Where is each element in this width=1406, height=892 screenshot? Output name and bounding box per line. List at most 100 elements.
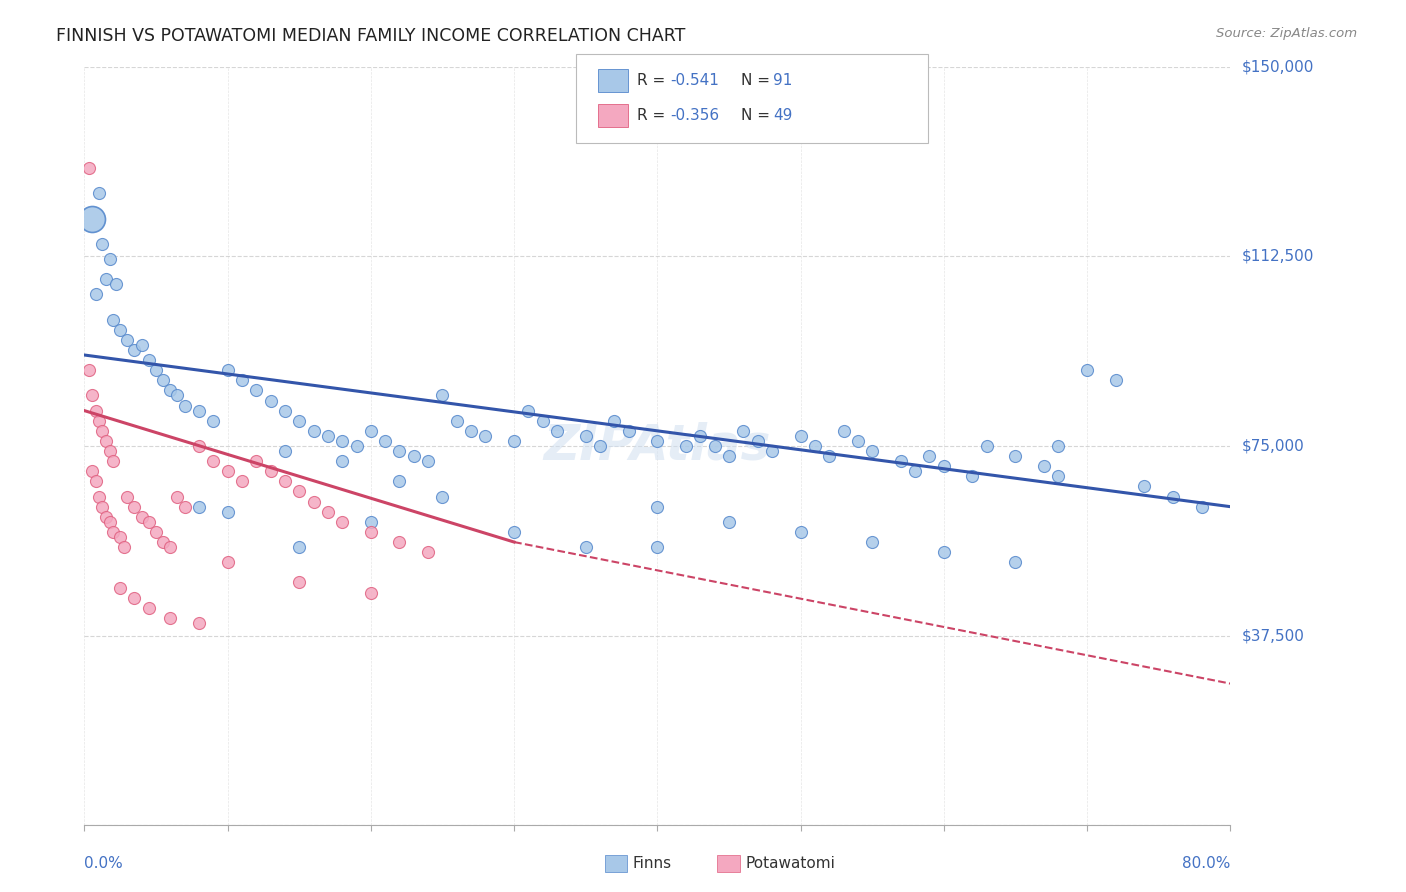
Point <box>675 439 697 453</box>
Point <box>84 403 107 417</box>
Point <box>173 399 195 413</box>
Point <box>846 434 869 448</box>
Point <box>108 323 131 337</box>
Point <box>890 454 912 468</box>
Point <box>1004 555 1026 569</box>
Point <box>87 414 110 428</box>
Point <box>617 424 640 438</box>
Point <box>124 591 146 605</box>
Point <box>274 403 297 417</box>
Point <box>217 363 239 377</box>
Point <box>159 540 181 554</box>
Point <box>259 393 281 408</box>
Point <box>124 343 146 357</box>
Point <box>90 424 112 438</box>
Point <box>1076 363 1098 377</box>
Point <box>274 475 297 489</box>
Point <box>832 424 855 438</box>
Point <box>94 509 117 524</box>
Point <box>647 500 669 514</box>
Point <box>217 464 239 478</box>
Point <box>231 475 253 489</box>
Point <box>360 515 382 529</box>
Point <box>77 363 100 377</box>
Point <box>98 252 121 266</box>
Point <box>330 434 353 448</box>
Point <box>346 439 368 453</box>
Text: 49: 49 <box>773 108 793 123</box>
Text: Source: ZipAtlas.com: Source: ZipAtlas.com <box>1216 27 1357 40</box>
Point <box>145 524 167 539</box>
Point <box>1033 459 1056 474</box>
Point <box>316 429 339 443</box>
Point <box>976 439 998 453</box>
Point <box>90 500 112 514</box>
Point <box>388 535 411 549</box>
Point <box>288 414 311 428</box>
Point <box>188 500 211 514</box>
Point <box>94 272 117 286</box>
Point <box>918 449 941 463</box>
Point <box>138 353 160 368</box>
Point <box>388 475 411 489</box>
Point <box>733 424 755 438</box>
Point <box>1047 439 1070 453</box>
Point <box>689 429 711 443</box>
Text: FINNISH VS POTAWATOMI MEDIAN FAMILY INCOME CORRELATION CHART: FINNISH VS POTAWATOMI MEDIAN FAMILY INCO… <box>56 27 686 45</box>
Text: 91: 91 <box>773 73 793 88</box>
Point <box>302 424 325 438</box>
Point <box>647 540 669 554</box>
Point <box>717 449 740 463</box>
Point <box>166 490 188 504</box>
Point <box>418 454 440 468</box>
Point <box>138 600 160 615</box>
Point <box>288 540 311 554</box>
Point <box>402 449 425 463</box>
Point <box>90 236 112 251</box>
Point <box>717 515 740 529</box>
Point <box>360 524 382 539</box>
Point <box>188 615 211 630</box>
Point <box>932 459 955 474</box>
Point <box>860 535 883 549</box>
Point <box>80 211 103 226</box>
Text: -0.541: -0.541 <box>671 73 720 88</box>
Point <box>531 414 554 428</box>
Text: R =: R = <box>637 73 671 88</box>
Point <box>432 388 454 402</box>
Point <box>789 429 811 443</box>
Point <box>460 424 482 438</box>
Point <box>330 515 353 529</box>
Point <box>145 363 167 377</box>
Point <box>503 524 526 539</box>
Point <box>202 414 225 428</box>
Point <box>388 444 411 458</box>
Point <box>789 524 811 539</box>
Point <box>474 429 496 443</box>
Text: 80.0%: 80.0% <box>1182 855 1230 871</box>
Point <box>1004 449 1026 463</box>
Point <box>761 444 783 458</box>
Point <box>84 287 107 301</box>
Point <box>101 312 124 326</box>
Point <box>202 454 225 468</box>
Point <box>575 429 598 443</box>
Point <box>818 449 841 463</box>
Point <box>360 424 382 438</box>
Point <box>1105 373 1128 387</box>
Point <box>575 540 598 554</box>
Point <box>114 540 136 554</box>
Point <box>188 439 211 453</box>
Text: $112,500: $112,500 <box>1241 249 1313 264</box>
Point <box>217 505 239 519</box>
Point <box>131 338 153 352</box>
Point <box>101 524 124 539</box>
Text: $37,500: $37,500 <box>1241 628 1305 643</box>
Point <box>804 439 827 453</box>
Point <box>288 575 311 590</box>
Point <box>159 611 181 625</box>
Point <box>962 469 984 483</box>
Point <box>131 509 153 524</box>
Point <box>316 505 339 519</box>
Point <box>1191 500 1213 514</box>
